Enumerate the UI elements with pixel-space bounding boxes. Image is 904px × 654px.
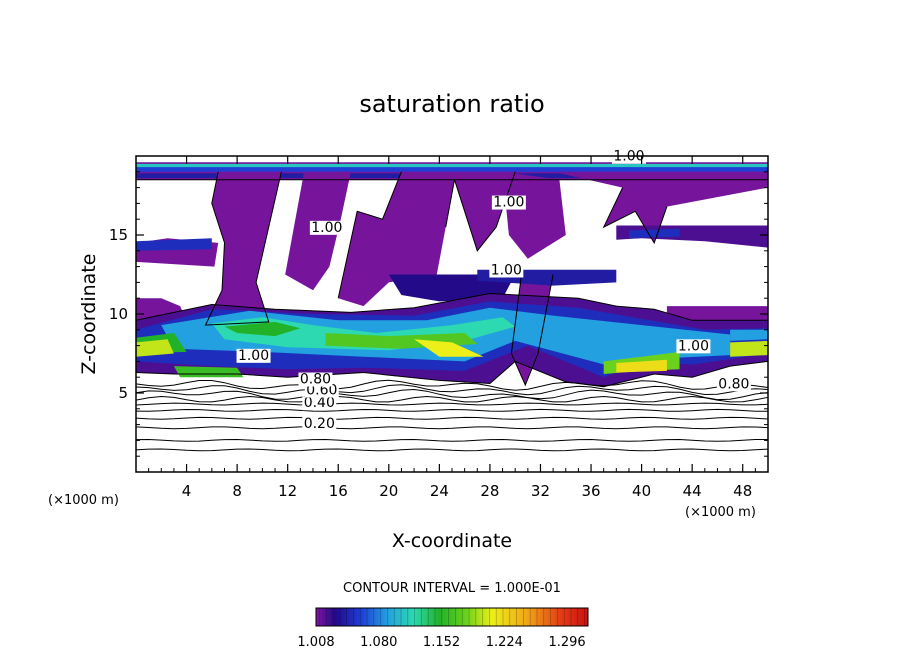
supersat-region: [136, 339, 174, 357]
contour-label: 0.20: [304, 416, 335, 432]
contour-label: 1.00: [678, 338, 709, 354]
contour-label: 0.80: [300, 372, 331, 388]
x-tick-label: 4: [182, 482, 192, 500]
contour-line: [602, 187, 668, 245]
contour-line: [136, 416, 768, 420]
contour-label-bg: [676, 339, 711, 354]
plot-area: 0.200.400.600.80 0.801.001.001.001.001.00…: [109, 149, 769, 500]
colorbar-tick-label: 1.008: [297, 635, 334, 650]
x-tick-label: 20: [379, 482, 398, 500]
x-axis-label: X-coordinate: [392, 530, 512, 552]
contour-label-bg: [236, 348, 271, 363]
supersat-region: [338, 171, 516, 307]
contour-line: [136, 292, 768, 321]
colorbar-tick-label: 1.224: [486, 635, 523, 650]
contour-label: 1.00: [311, 220, 342, 236]
x-tick-label: 36: [581, 482, 600, 500]
x-tick-label: 16: [329, 482, 348, 500]
colorbar-tick-label: 1.152: [423, 635, 460, 650]
contour-label-bg: [489, 263, 524, 278]
x-tick-label: 40: [632, 482, 651, 500]
contour-label: 1.00: [238, 348, 269, 364]
contour-interval-label: CONTOUR INTERVAL = 1.000E-01: [343, 581, 561, 596]
y-axis-label: Z-coordinate: [78, 254, 100, 375]
contour-label: 0.40: [304, 395, 335, 411]
colorbar: 1.008 1.080 1.152 1.224 1.296: [297, 607, 589, 650]
contour-label-bg: [302, 396, 337, 411]
contour-line: [136, 360, 768, 388]
contour-label-bg: [716, 377, 751, 392]
contour-label-bg: [491, 195, 526, 210]
x-unit-right: (×1000 m): [685, 505, 756, 520]
supersat-region: [502, 171, 566, 259]
contour-line: [204, 171, 282, 326]
x-tick-label: 28: [480, 482, 499, 500]
supersat-region: [616, 359, 667, 373]
supersat-region: [205, 171, 282, 326]
contour-line: [136, 379, 768, 391]
contour-line: [136, 408, 768, 412]
y-tick-label: 5: [118, 384, 128, 402]
x-tick-label: 32: [531, 482, 550, 500]
x-tick-label: 8: [232, 482, 242, 500]
contour-label-bg: [304, 383, 339, 398]
colorbar-tick-label: 1.296: [548, 635, 585, 650]
contour-label-bg: [309, 220, 344, 235]
colorbar-tick-label: 1.080: [360, 635, 397, 650]
contour-lines: [136, 171, 768, 452]
y-tick-label: 15: [109, 226, 128, 244]
contour-line: [337, 171, 402, 299]
x-tick-label: 44: [683, 482, 702, 500]
contour-line: [136, 388, 768, 401]
supersat-region: [730, 340, 768, 357]
contour-label-bg: [302, 416, 337, 431]
supersat-region: [414, 339, 484, 357]
colorbar-ticks: 1.008 1.080 1.152 1.224 1.296: [297, 608, 586, 650]
contour-line: [136, 448, 768, 452]
contour-line: [136, 426, 768, 430]
x-axis-ticks: 4 8 12 16 20 24 28 32 36 40 44 48: [148, 156, 756, 500]
colorbar-gradient: [315, 607, 589, 627]
y-axis-ticks: 5 10 15: [109, 171, 768, 457]
supersat-region: [224, 321, 301, 337]
x-tick-label: 12: [278, 482, 297, 500]
contour-line: [510, 274, 554, 387]
x-unit-left: (×1000 m): [48, 493, 119, 508]
supersat-region: [629, 228, 680, 239]
supersat-region: [730, 329, 768, 341]
contour-label: 1.00: [491, 263, 522, 279]
x-tick-label: 24: [430, 482, 449, 500]
supersat-region: [173, 366, 244, 378]
contour-line: [136, 402, 768, 406]
contour-line: [136, 395, 768, 403]
contour-line: [136, 438, 768, 442]
contour-labels: 0.200.400.600.80 0.801.001.001.001.001.00…: [236, 149, 751, 432]
supersat-region: [136, 167, 768, 172]
x-tick-label: 48: [733, 482, 752, 500]
contour-line: [136, 384, 768, 396]
contour-label: 0.80: [718, 376, 749, 392]
contour-label: 1.00: [493, 195, 524, 211]
contour-label-bg: [298, 372, 333, 387]
contour-label: 0.60: [306, 383, 337, 399]
chart-title: saturation ratio: [359, 90, 544, 118]
y-tick-label: 10: [109, 305, 128, 323]
supersat-region: [136, 238, 212, 251]
